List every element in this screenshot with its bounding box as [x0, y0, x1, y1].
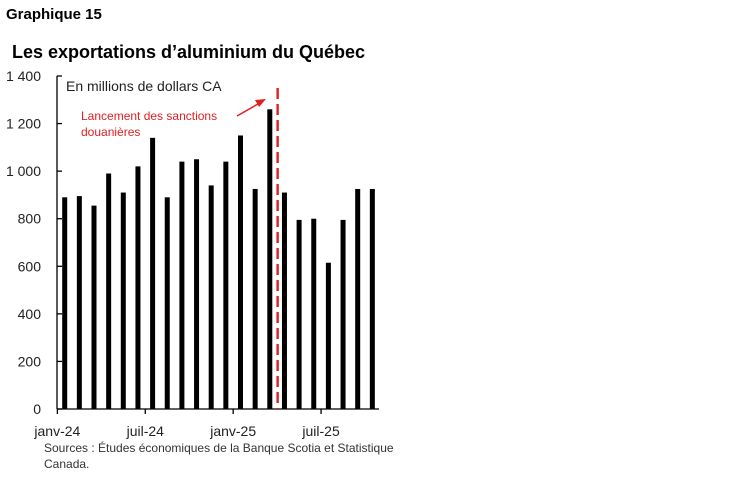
bar-2024-04 — [106, 173, 112, 409]
x-axis: janv-24 juil-24 janv-25 juil-25 — [33, 408, 379, 439]
annotation-text-line: douanières — [81, 125, 140, 139]
y-tick-label: 400 — [18, 306, 42, 322]
bar-2024-03 — [91, 205, 97, 409]
bar-2025-08 — [340, 219, 346, 409]
graph-number: Graphique 15 — [6, 6, 102, 23]
sanctions-annotation: Lancement des sanctions douanières — [81, 88, 279, 409]
bar-2025-07 — [325, 262, 331, 409]
bar-2024-01 — [62, 197, 68, 409]
y-tick-label: 600 — [18, 258, 42, 274]
source-note: Sources : Études économiques de la Banqu… — [44, 441, 394, 471]
annotation-arrow-head — [255, 99, 266, 107]
bar-2025-05 — [296, 219, 302, 409]
x-tick-label: juil-25 — [301, 423, 340, 439]
x-tick-label: janv-25 — [209, 423, 256, 439]
bar-2025-02 — [252, 188, 258, 409]
bar-2025-04 — [281, 192, 287, 409]
bar-2024-10 — [194, 159, 200, 409]
y-tick-label: 1 200 — [6, 116, 41, 132]
bar-2024-05 — [120, 192, 126, 409]
bar-2025-03 — [267, 109, 273, 410]
bar-2024-08 — [164, 197, 170, 409]
y-tick-label: 1 400 — [6, 68, 41, 84]
y-tick-label: 200 — [18, 353, 42, 369]
x-tick-label: juil-24 — [126, 423, 165, 439]
bar-2025-10 — [369, 188, 375, 409]
unit-label: En millions de dollars CA — [66, 78, 222, 94]
bar-2024-06 — [135, 166, 141, 409]
y-tick-label: 800 — [18, 211, 42, 227]
annotation-text-line: Lancement des sanctions — [81, 109, 217, 123]
y-tick-label: 1 000 — [6, 163, 41, 179]
bars — [62, 109, 375, 410]
bar-2025-06 — [311, 218, 317, 409]
bar-2024-09 — [179, 161, 185, 409]
bar-2024-11 — [208, 185, 214, 409]
annotation-arrow-shaft — [236, 103, 259, 117]
bar-2024-02 — [76, 196, 82, 409]
bar-2024-07 — [150, 137, 156, 410]
chart-title: Les exportations d’aluminium du Québec — [12, 42, 366, 62]
bar-2025-01 — [238, 135, 243, 409]
y-axis: 0 200 400 600 800 1 000 1 200 1 400 — [6, 68, 62, 417]
bar-2025-09 — [355, 188, 361, 409]
bar-2024-12 — [223, 161, 229, 409]
x-tick-label: janv-24 — [33, 423, 80, 439]
y-tick-label: 0 — [33, 401, 41, 417]
